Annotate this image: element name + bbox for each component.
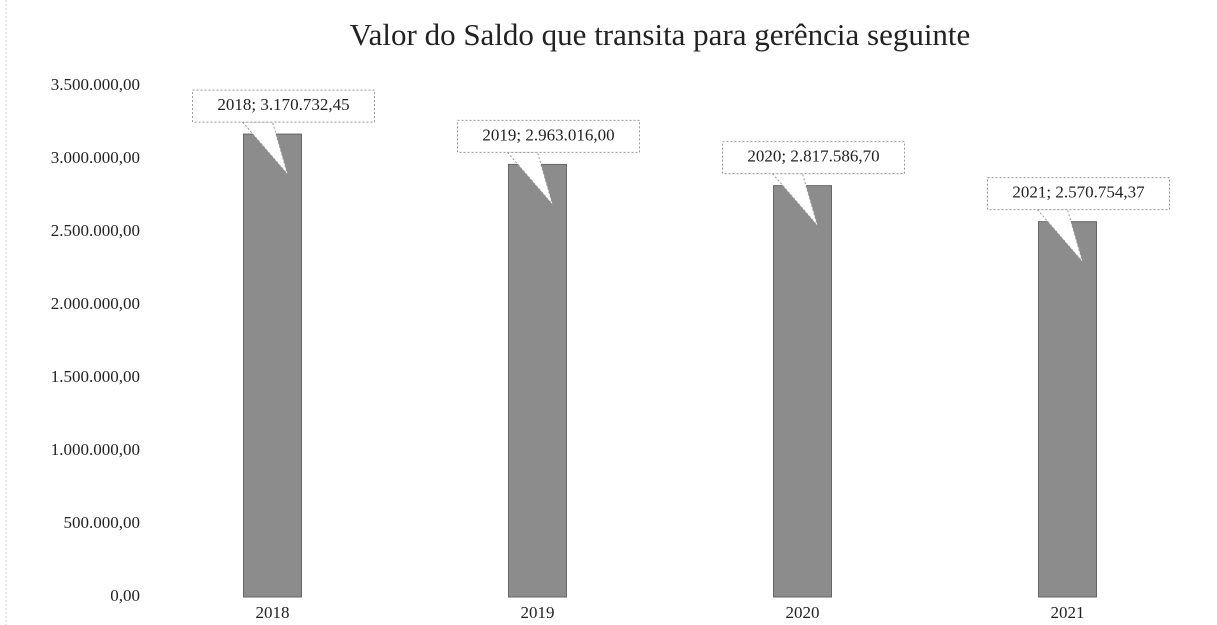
chart-title: Valor do Saldo que transita para gerênci…	[350, 17, 971, 52]
y-tick-label: 3.500.000,00	[51, 75, 140, 94]
y-tick-label: 3.000.000,00	[51, 148, 140, 167]
x-tick-label: 2021	[1051, 603, 1085, 622]
x-tick-label: 2019	[521, 603, 555, 622]
callout-pointer	[1036, 209, 1083, 262]
x-tick-label: 2020	[786, 603, 820, 622]
data-label: 2019; 2.963.016,00	[482, 125, 614, 144]
y-tick-label: 2.000.000,00	[51, 294, 140, 313]
bar	[773, 185, 832, 598]
bar	[508, 163, 567, 598]
data-label: 2018; 3.170.732,45	[217, 95, 349, 114]
bar	[1038, 221, 1097, 598]
y-tick-label: 2.500.000,00	[51, 221, 140, 240]
y-tick-label: 1.000.000,00	[51, 440, 140, 459]
data-label: 2020; 2.817.586,70	[747, 147, 879, 166]
data-label: 2021; 2.570.754,37	[1012, 183, 1145, 202]
y-tick-label: 1.500.000,00	[51, 367, 140, 386]
callout-box	[987, 177, 1170, 211]
callout-pointer	[506, 151, 553, 205]
x-tick-label: 2018	[256, 603, 290, 622]
callout-box	[457, 119, 640, 153]
bar	[243, 133, 302, 598]
y-tick-label: 0,00	[110, 586, 140, 605]
callout-box	[192, 89, 375, 123]
y-tick-label: 500.000,00	[64, 513, 141, 532]
callout-box	[722, 141, 905, 175]
